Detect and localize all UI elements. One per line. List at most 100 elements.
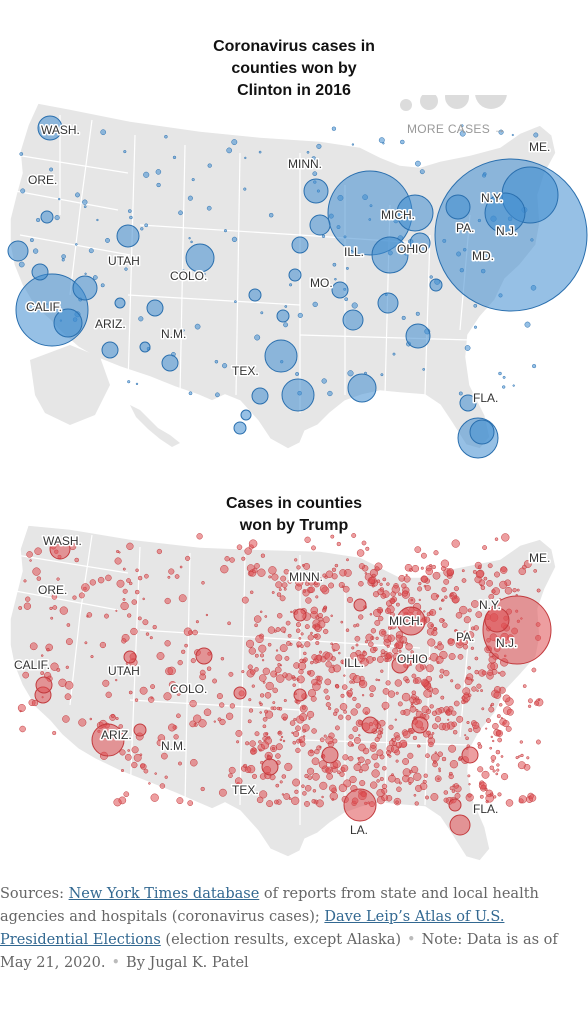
trump-map: WASH. ORE. CALIF. UTAH COLO. ARIZ. N.M. TEX. LA.… [9, 524, 557, 862]
county-bubble [29, 642, 38, 651]
county-bubble [401, 315, 406, 320]
county-bubble [319, 577, 323, 581]
county-bubble [331, 643, 340, 652]
county-bubble [200, 786, 205, 792]
county-bubble [325, 736, 334, 745]
county-bubble [477, 742, 481, 746]
county-bubble [332, 262, 337, 267]
county-bubble [251, 773, 258, 779]
county-bubble [127, 209, 132, 213]
county-bubble [279, 780, 283, 784]
county-bubble [40, 210, 54, 224]
leip-atlas-link[interactable]: Dave Leip’s Atlas of U.S. Presidential E… [0, 909, 505, 948]
county-bubble [281, 582, 288, 588]
county-bubble [505, 799, 514, 807]
county-bubble [129, 215, 133, 220]
county-bubble [126, 542, 134, 550]
county-bubble [128, 581, 133, 586]
county-bubble [260, 553, 266, 558]
state-label: FLA. [473, 391, 498, 405]
county-bubble [370, 742, 377, 749]
county-bubble [518, 755, 521, 758]
county-bubble [34, 547, 42, 555]
county-bubble [382, 577, 387, 582]
county-bubble [526, 756, 530, 760]
county-bubble [463, 616, 471, 624]
county-bubble [181, 269, 186, 274]
county-bubble [303, 178, 329, 204]
county-bubble [381, 788, 388, 794]
county-bubble [430, 793, 439, 801]
county-bubble [258, 644, 267, 653]
county-bubble [102, 679, 110, 687]
county-bubble [312, 301, 318, 308]
nyt-database-link[interactable]: New York Times database [68, 886, 260, 902]
county-bubble [315, 799, 324, 808]
county-bubble [464, 734, 467, 737]
county-bubble [387, 634, 395, 642]
county-bubble [391, 737, 397, 742]
county-bubble [382, 142, 385, 145]
county-bubble [233, 686, 247, 700]
county-bubble [426, 730, 432, 736]
county-bubble [451, 710, 457, 716]
county-bubble [429, 704, 434, 709]
county-bubble [164, 640, 171, 647]
county-bubble [376, 656, 384, 663]
county-bubble [446, 568, 455, 576]
county-bubble [185, 555, 191, 561]
county-bubble [283, 698, 287, 703]
county-bubble [484, 607, 510, 633]
county-bubble [89, 579, 96, 586]
county-bubble [257, 568, 266, 577]
county-bubble [161, 354, 179, 372]
county-bubble [398, 745, 402, 749]
county-bubble [481, 707, 485, 711]
county-bubble [421, 575, 429, 583]
county-bubble [430, 624, 434, 628]
county-bubble [52, 730, 57, 736]
state-label: COLO. [170, 682, 207, 696]
county-bubble [332, 760, 341, 769]
county-bubble [343, 710, 347, 714]
county-bubble [431, 564, 436, 570]
county-bubble [358, 614, 364, 620]
county-bubble [487, 669, 494, 676]
county-bubble [492, 722, 499, 730]
county-bubble [178, 594, 187, 603]
county-bubble [307, 767, 315, 775]
county-bubble [49, 538, 71, 560]
county-bubble [386, 652, 393, 659]
county-bubble [340, 764, 349, 772]
county-bubble [405, 678, 410, 684]
county-bubble [247, 664, 253, 670]
county-bubble [56, 577, 60, 581]
county-bubble [50, 662, 59, 671]
county-bubble [502, 385, 506, 389]
county-bubble [527, 704, 532, 708]
county-bubble [427, 638, 436, 647]
county-bubble [304, 785, 312, 792]
county-bubble [414, 801, 419, 806]
county-bubble [276, 706, 281, 711]
county-bubble [124, 753, 132, 761]
county-bubble [195, 647, 213, 665]
county-bubble [341, 585, 344, 588]
state-label: UTAH [108, 254, 140, 268]
county-bubble [321, 746, 339, 764]
county-bubble [234, 300, 237, 304]
hawaii-shape [130, 405, 180, 447]
county-bubble [49, 606, 53, 611]
county-bubble [479, 584, 483, 587]
county-bubble [150, 684, 156, 690]
county-bubble [190, 658, 196, 664]
county-bubble [487, 563, 493, 569]
county-bubble [433, 550, 439, 556]
county-bubble [443, 669, 450, 677]
county-bubble [388, 620, 398, 630]
county-bubble [419, 169, 425, 175]
county-bubble [259, 610, 263, 614]
county-bubble [289, 720, 296, 726]
county-bubble [533, 569, 538, 573]
county-bubble [131, 746, 139, 754]
